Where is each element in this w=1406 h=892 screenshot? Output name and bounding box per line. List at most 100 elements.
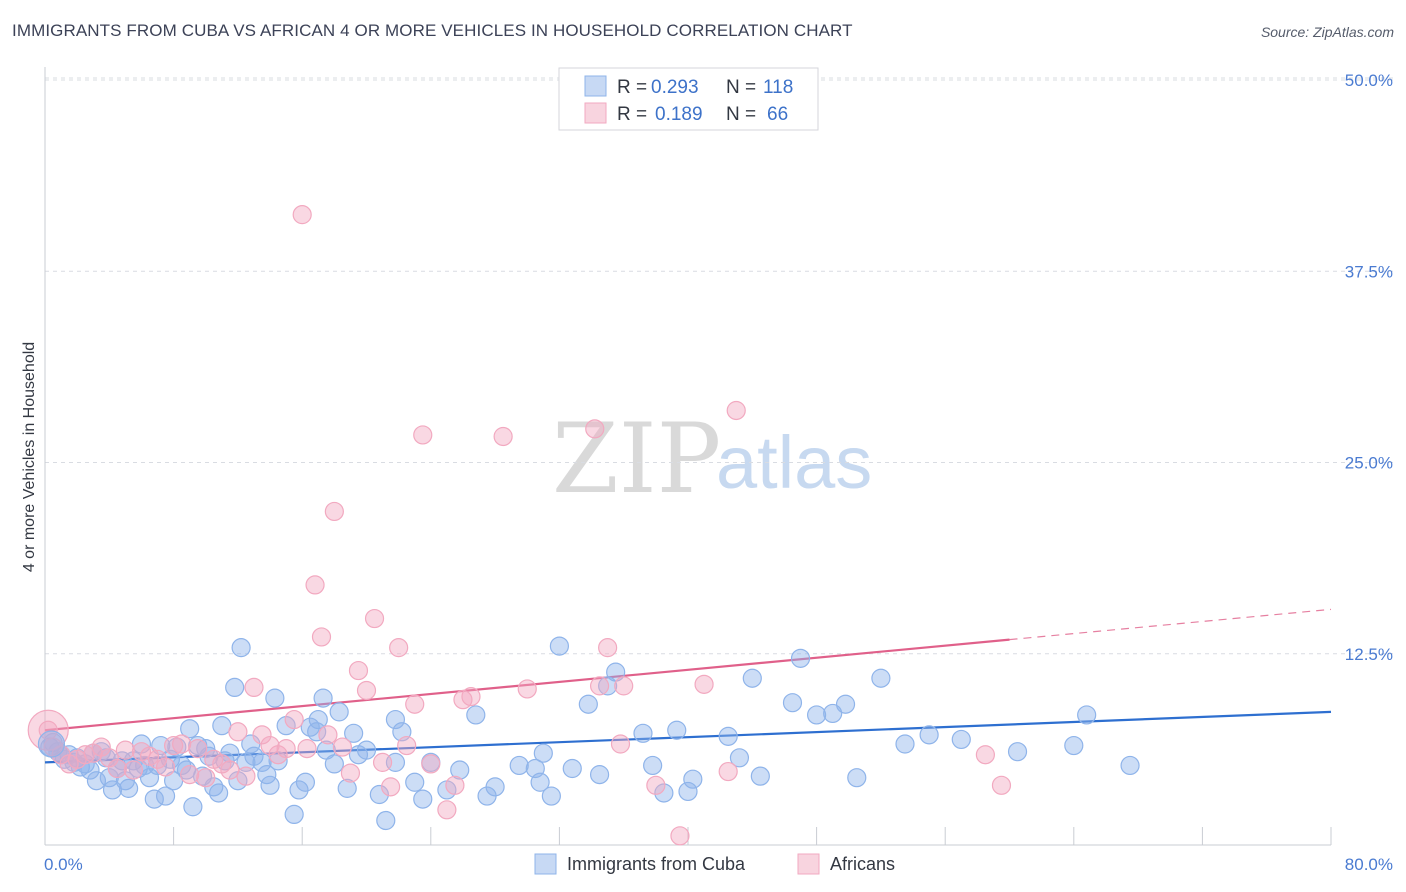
point-cuba-82 (485, 777, 505, 797)
point-cuba-94 (633, 723, 653, 743)
point-africans-47 (405, 694, 425, 714)
point-africans-15 (155, 757, 176, 777)
point-africans-31 (284, 709, 304, 730)
point-africans-36 (318, 725, 338, 745)
point-africans-14 (147, 749, 168, 769)
point-africans-57 (589, 676, 610, 696)
point-africans-1 (43, 737, 63, 757)
point-africans-66 (975, 745, 995, 765)
watermark: ZIP atlas (552, 403, 872, 515)
point-africans-49 (421, 754, 441, 774)
point-africans-67 (991, 775, 1012, 795)
point-africans-46 (397, 735, 417, 756)
point-africans-44 (381, 777, 401, 797)
point-cuba-111 (895, 734, 915, 754)
gridlines (45, 77, 1395, 655)
legend-r-value-africans: 0.189 (655, 104, 703, 125)
legend-swatch-africans (584, 102, 607, 124)
x-tick-label-min: 0.0% (44, 855, 83, 874)
point-cuba-67 (337, 778, 357, 798)
point-cuba-72 (376, 810, 396, 831)
point-africans-7 (91, 737, 111, 757)
trend-line-africans (44, 638, 1010, 732)
point-africans-54 (493, 426, 513, 447)
point-africans-48 (413, 425, 433, 445)
bottom-legend-label-cuba: Immigrants from Cuba (567, 854, 746, 874)
point-cuba-119 (307, 722, 327, 742)
point-cuba-71 (369, 784, 389, 805)
point-cuba-42 (209, 783, 229, 803)
point-cuba-75 (405, 772, 425, 792)
point-cuba-59 (289, 780, 309, 800)
point-africans-51 (445, 775, 465, 795)
point-cuba-35 (180, 719, 200, 739)
x-tick-label-max: 80.0% (1345, 855, 1393, 874)
series-legend: Immigrants from Cuba Africans (534, 853, 895, 875)
point-africans-40 (348, 660, 369, 681)
point-cuba-79 (450, 760, 470, 780)
data-points (27, 205, 1140, 846)
point-africans-38 (332, 737, 352, 757)
point-cuba-116 (1077, 705, 1097, 725)
point-africans-53 (461, 686, 481, 707)
point-africans-65 (726, 400, 746, 421)
point-cuba-52 (252, 752, 272, 772)
point-africans-26 (244, 677, 264, 698)
axes (44, 67, 1332, 846)
point-cuba-68 (344, 723, 364, 743)
point-africans-56 (585, 419, 605, 439)
point-cuba-115 (1064, 735, 1084, 756)
point-africans-23 (220, 760, 240, 780)
y-axis-label: 4 or more Vehicles in Household (21, 342, 38, 572)
point-cuba-60 (295, 772, 316, 792)
point-cuba-99 (683, 769, 703, 789)
point-cuba-53 (257, 765, 277, 785)
point-cuba-48 (231, 638, 251, 658)
y-tick-label-0: 12.5% (1345, 645, 1393, 664)
point-cuba-29 (155, 786, 176, 806)
point-cuba-63 (313, 688, 333, 708)
point-cuba-117 (1120, 755, 1140, 776)
point-africans-16 (164, 735, 184, 756)
source-credit: Source: ZipAtlas.com (1260, 24, 1394, 40)
point-cuba-113 (951, 729, 971, 750)
point-cuba-98 (678, 781, 698, 802)
point-cuba-104 (782, 693, 803, 713)
point-africans-11 (123, 760, 144, 780)
point-africans-55 (517, 679, 537, 699)
trend-line-africans-extension (1009, 608, 1332, 641)
point-cuba-89 (562, 758, 582, 779)
chart-title: IMMIGRANTS FROM CUBA VS AFRICAN 4 OR MOR… (12, 21, 853, 40)
point-africans-59 (610, 734, 631, 754)
point-cuba-43 (212, 716, 232, 736)
point-cuba-96 (654, 783, 674, 803)
point-africans-9 (107, 758, 127, 779)
point-cuba-55 (265, 688, 285, 708)
point-cuba-70 (356, 740, 377, 760)
point-cuba-88 (549, 636, 570, 656)
legend-n-value-africans: 66 (767, 104, 788, 125)
y-tick-label-2: 37.5% (1345, 262, 1393, 281)
point-cuba-20 (118, 778, 139, 798)
point-cuba-102 (742, 668, 762, 688)
point-africans-35 (311, 627, 332, 647)
point-cuba-90 (578, 694, 598, 714)
bottom-legend-swatch-africans (797, 853, 820, 875)
point-africans-5 (75, 745, 95, 765)
point-cuba-97 (667, 720, 687, 740)
point-cuba-66 (329, 702, 349, 722)
point-cuba-46 (225, 677, 245, 698)
point-cuba-62 (308, 709, 328, 730)
y-tick-labels: 12.5% 25.0% 37.5% 50.0% (1345, 71, 1393, 664)
point-africans-41 (356, 680, 377, 701)
point-africans-24 (228, 722, 248, 742)
point-africans-8 (99, 748, 119, 768)
point-africans-37 (324, 501, 344, 522)
point-africans-17 (172, 734, 192, 754)
point-cuba-91 (589, 765, 610, 785)
point-africans-30 (276, 739, 296, 759)
point-cuba-54 (260, 775, 280, 795)
point-africans-64 (718, 761, 738, 782)
point-africans-39 (340, 763, 361, 783)
point-cuba-110 (871, 668, 891, 688)
